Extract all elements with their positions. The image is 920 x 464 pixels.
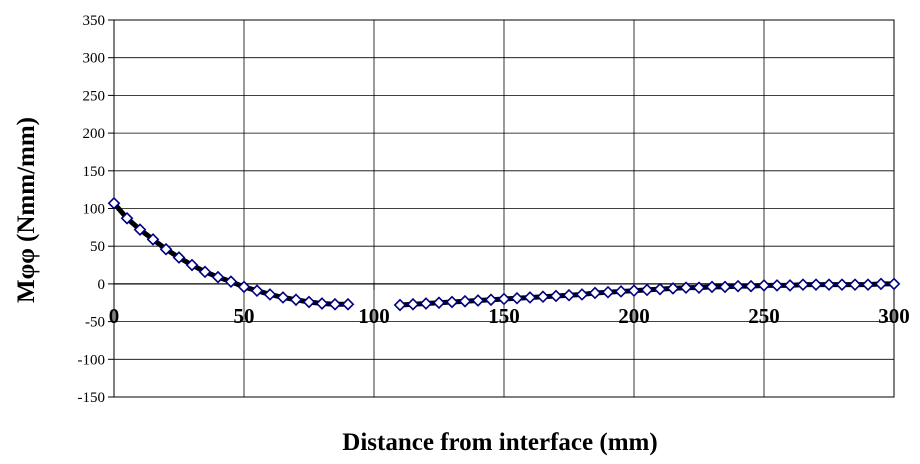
- data-point: [107, 196, 121, 210]
- y-axis-title: Mφφ (Nmm/mm): [13, 117, 40, 303]
- data-point: [458, 294, 472, 308]
- y-tick-labels: 350 300 250 200 150 100 50 0 -50 -100 -150: [78, 13, 106, 406]
- data-point: [484, 293, 498, 307]
- data-point: [432, 296, 446, 310]
- data-point: [120, 211, 134, 225]
- data-point: [796, 278, 810, 291]
- data-point: [601, 285, 615, 299]
- data-point: [861, 278, 875, 291]
- x-tick-label: 0: [109, 304, 120, 328]
- data-point: [692, 281, 706, 295]
- data-point: [198, 265, 212, 279]
- y-tick-label: 100: [83, 202, 106, 218]
- data-point: [705, 280, 719, 294]
- data-point: [393, 298, 407, 312]
- data-point: [315, 297, 329, 310]
- data-point: [471, 294, 485, 307]
- data-point: [835, 278, 849, 291]
- data-point: [627, 284, 641, 298]
- y-tick-label: 250: [83, 88, 106, 104]
- data-point: [289, 293, 303, 307]
- data-point: [536, 290, 550, 304]
- x-tick-label: 300: [878, 304, 910, 328]
- y-tick-label: -50: [85, 315, 105, 331]
- data-point: [588, 286, 602, 300]
- data-point: [718, 280, 732, 294]
- x-tick-label: 50: [234, 304, 255, 328]
- data-point: [302, 295, 316, 309]
- data-point: [185, 258, 199, 272]
- data-point: [562, 288, 576, 302]
- data-point: [744, 279, 758, 293]
- data-point: [237, 280, 251, 294]
- data-point: [731, 279, 745, 293]
- data-point: [874, 277, 888, 291]
- data-point: [549, 289, 563, 303]
- x-tick-label: 200: [618, 304, 650, 328]
- data-point: [653, 282, 667, 296]
- data-point: [406, 297, 420, 311]
- data-point: [640, 283, 654, 297]
- series-line: [112, 201, 348, 307]
- data-point: [133, 223, 147, 236]
- data-point: [159, 242, 173, 256]
- data-point: [809, 278, 823, 291]
- x-tick-label: 100: [358, 304, 390, 328]
- data-point: [341, 297, 355, 311]
- data-point: [757, 279, 771, 292]
- data-point: [822, 278, 836, 291]
- series-group: [107, 196, 901, 312]
- data-point: [666, 282, 680, 295]
- y-tick-label: 350: [83, 13, 106, 29]
- y-tick-label: 0: [98, 277, 106, 293]
- data-point: [523, 291, 537, 304]
- data-point: [445, 295, 459, 309]
- data-point: [497, 292, 511, 306]
- y-tick-label: -100: [78, 352, 106, 368]
- data-point: [224, 275, 238, 288]
- y-tick-label: 50: [90, 239, 105, 255]
- data-point: [146, 233, 160, 246]
- grid: [114, 19, 894, 398]
- data-point: [848, 278, 862, 291]
- data-point: [575, 288, 589, 301]
- x-tick-label: 250: [748, 304, 780, 328]
- data-point: [263, 288, 277, 301]
- data-point: [783, 279, 797, 292]
- x-tick-labels: 0 50 100 150 200 250 300: [109, 304, 910, 328]
- data-point: [211, 270, 225, 284]
- y-tick-label: 150: [83, 164, 106, 180]
- data-point: [328, 297, 342, 311]
- data-point: [887, 277, 901, 291]
- y-tick-label: 200: [83, 126, 106, 142]
- x-tick-label: 150: [488, 304, 520, 328]
- data-point: [510, 291, 524, 305]
- data-point: [614, 285, 628, 298]
- y-tick-label: 300: [83, 51, 106, 67]
- data-point: [770, 279, 784, 292]
- data-point: [276, 291, 290, 304]
- data-point: [679, 281, 693, 295]
- data-point: [172, 251, 186, 264]
- x-axis-title: Distance from interface (mm): [342, 429, 657, 456]
- data-point: [250, 284, 264, 298]
- data-point: [419, 297, 433, 310]
- y-tick-label: -150: [78, 390, 106, 406]
